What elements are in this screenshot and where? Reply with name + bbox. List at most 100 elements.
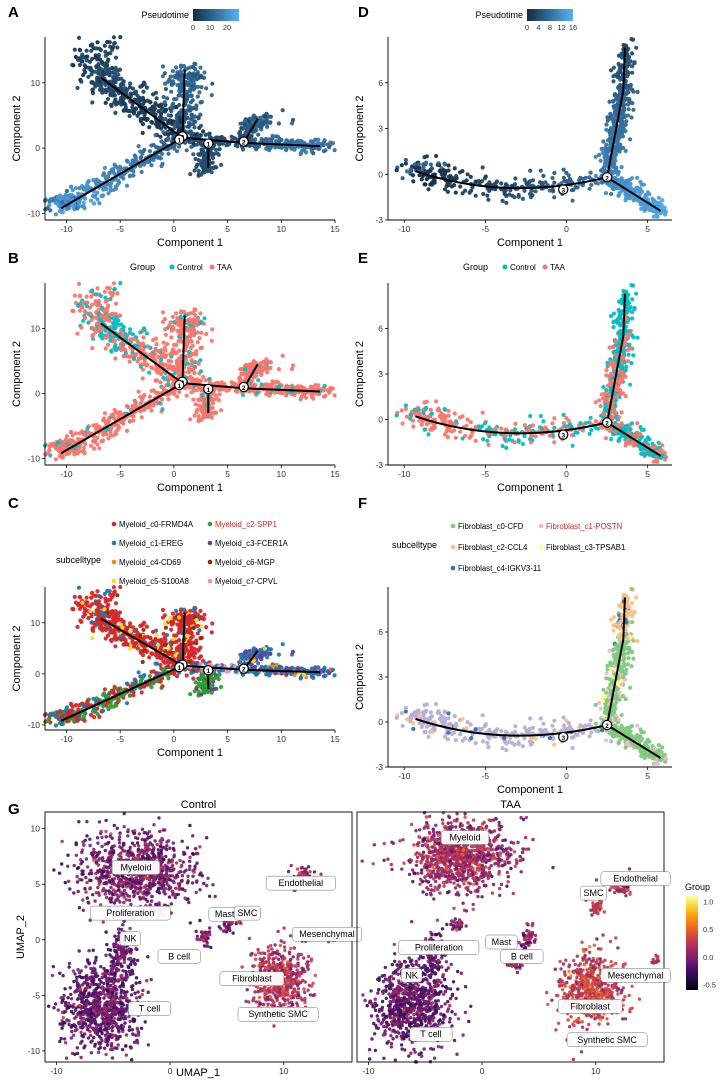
cell-point: [523, 423, 527, 427]
cell-point: [400, 408, 404, 412]
cell-point: [163, 327, 167, 331]
cell-point: [624, 337, 628, 341]
cell-point: [197, 336, 201, 340]
cell-point: [114, 164, 118, 168]
cell-point: [513, 422, 517, 426]
cell-point: [163, 82, 167, 86]
cell-point: [624, 368, 628, 372]
cell-point: [626, 301, 630, 305]
cell-point: [624, 119, 628, 123]
cell-point: [247, 119, 251, 123]
cell-point: [552, 440, 556, 444]
cell-point: [630, 316, 634, 320]
cell-point: [653, 444, 657, 448]
cell-point: [149, 352, 153, 356]
cell-point: [277, 385, 281, 389]
cell-point: [499, 181, 503, 185]
cell-point: [609, 68, 613, 72]
cell-point: [614, 104, 618, 108]
branch-point-label: 3: [561, 433, 565, 440]
cell-point: [614, 166, 618, 170]
cell-point: [88, 66, 92, 70]
cell-point: [95, 40, 99, 44]
cell-point: [626, 102, 630, 106]
x-tick-label: 10: [277, 469, 287, 479]
cell-point: [142, 81, 146, 85]
cell-point: [109, 350, 113, 354]
cell-point: [604, 368, 608, 372]
cell-point: [211, 161, 215, 165]
x-axis-label: Component 1: [157, 237, 223, 249]
cell-point: [633, 60, 637, 64]
cell-point: [167, 359, 171, 363]
cell-point: [102, 63, 106, 67]
cell-point: [454, 436, 458, 440]
cell-point: [615, 394, 619, 398]
cell-point: [70, 309, 74, 313]
cell-point: [657, 204, 661, 208]
cell-point: [253, 383, 257, 387]
cell-point: [227, 388, 231, 392]
cell-point: [113, 644, 117, 648]
cell-point: [149, 408, 153, 412]
cell-point: [660, 443, 664, 447]
cell-point: [188, 123, 192, 127]
cell-point: [95, 442, 99, 446]
cell-point: [217, 143, 221, 147]
cell-point: [503, 192, 507, 196]
cell-point: [238, 377, 242, 381]
legend-entry: Control: [510, 263, 536, 272]
cell-point: [609, 437, 613, 441]
cell-point: [49, 199, 53, 203]
cell-point: [97, 446, 101, 450]
cell-point: [643, 193, 647, 197]
cell-point: [603, 146, 607, 150]
cell-point: [660, 198, 664, 202]
cell-point: [208, 135, 212, 139]
y-tick-label: 0: [35, 389, 40, 399]
cell-point: [200, 393, 204, 397]
x-tick-label: -5: [482, 224, 490, 234]
cell-point: [161, 376, 165, 380]
cell-point: [404, 158, 408, 162]
cell-point: [273, 145, 277, 149]
legend-tick: 0: [525, 23, 529, 32]
cell-point: [96, 62, 100, 66]
cell-point: [204, 332, 208, 336]
x-tick-label: -10: [398, 224, 411, 234]
cell-point: [178, 83, 182, 87]
cell-point: [631, 353, 635, 357]
cell-point: [570, 188, 574, 192]
cell-point: [429, 162, 433, 166]
cell-point: [194, 410, 198, 414]
branch-point-label: 2: [242, 140, 246, 147]
x-tick-label: 5: [645, 469, 650, 479]
cell-point: [626, 348, 630, 352]
cell-point: [517, 440, 521, 444]
cell-point: [611, 79, 615, 83]
cell-point: [627, 97, 631, 101]
cell-point: [194, 349, 198, 353]
cell-point: [142, 393, 146, 397]
cell-point: [104, 90, 108, 94]
cell-point: [601, 139, 605, 143]
cell-point: [94, 292, 98, 296]
cell-point: [105, 60, 109, 64]
cell-point: [115, 45, 119, 49]
trajectory-branch: [607, 177, 661, 211]
cell-point: [430, 412, 434, 416]
cell-point: [138, 85, 142, 89]
cell-point: [217, 388, 221, 392]
cell-point: [199, 85, 203, 89]
cell-point: [265, 370, 269, 374]
cell-point: [177, 74, 181, 78]
cell-point: [70, 193, 74, 197]
cell-point: [200, 148, 204, 152]
cell-point: [331, 141, 335, 145]
cell-point: [45, 451, 49, 455]
cell-point: [447, 414, 451, 418]
cell-point: [202, 316, 206, 320]
cell-point: [90, 334, 94, 338]
cell-point: [103, 290, 107, 294]
